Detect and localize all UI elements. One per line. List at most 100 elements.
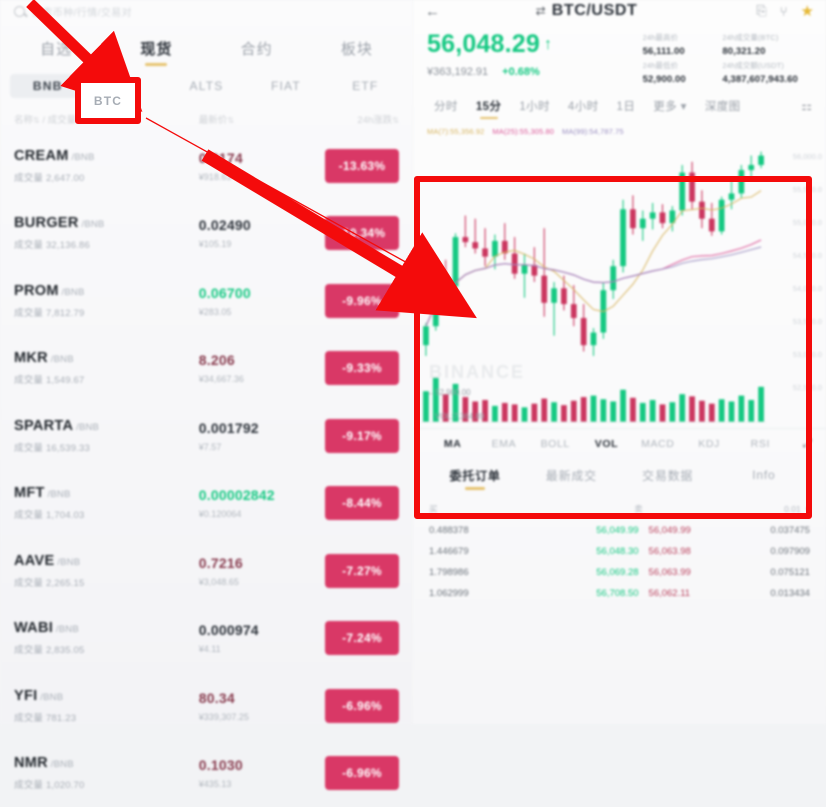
ma7-legend: MA(7):55,356.92 [427, 127, 484, 136]
indicator-macd[interactable]: MACD [632, 438, 683, 450]
status-badge[interactable]: -9.96% [325, 284, 399, 318]
back-icon[interactable]: ← [425, 3, 455, 20]
timeframe-1日[interactable]: 1日 [608, 98, 645, 114]
coin-fiat-price: ¥339,307.25 [199, 712, 315, 722]
tab-最新成交[interactable]: 最新成交 [523, 467, 619, 484]
coin-fiat-price: ¥4.11 [199, 644, 315, 654]
ask-amount: 0.013434 [719, 588, 810, 599]
chip-fiat[interactable]: FIAT [248, 74, 323, 98]
status-badge[interactable]: -13.63% [325, 149, 399, 183]
status-badge[interactable]: -9.33% [325, 351, 399, 385]
indicator-ema[interactable]: EMA [478, 438, 529, 450]
sort-header-row: 名称⇅ / 成交量⇅ 最新价⇅ 24h涨跌⇅ [0, 106, 413, 132]
stat-label-vol: 24h成交量(BTC) [722, 32, 812, 43]
coin-quote: /BNB [45, 489, 71, 500]
star-icon[interactable]: ★ [801, 2, 814, 20]
chart-icon[interactable]: ⑂ [780, 4, 788, 19]
chip-btc[interactable]: BTC [89, 74, 164, 98]
status-badge[interactable]: -10.34% [325, 216, 399, 250]
indicator-ma[interactable]: MA [427, 438, 478, 450]
status-badge[interactable]: -9.17% [325, 419, 399, 453]
search-icon [14, 6, 25, 17]
tab-委托订单[interactable]: 委托订单 [427, 467, 523, 484]
coin-volume: 成交量 7,812.79 [14, 305, 199, 319]
indicator-boll[interactable]: BOLL [530, 438, 581, 450]
timeframe-15分[interactable]: 15分 [467, 98, 511, 114]
share-icon[interactable]: ⎘ [756, 3, 766, 19]
coin-volume: 成交量 16,539.33 [14, 440, 199, 454]
tab-自选[interactable]: 自选 [6, 38, 106, 66]
chip-etf[interactable]: ETF [328, 74, 403, 98]
indicator-rsi[interactable]: RSI [735, 438, 786, 450]
coin-fiat-price: ¥3,048.65 [199, 577, 315, 587]
coin-price: 0.00002842 [199, 487, 315, 503]
price-summary: 56,048.29 ↑ ¥363,192.91 +0.68% 24h最高价 24… [413, 22, 826, 91]
status-badge[interactable]: -6.96% [325, 756, 399, 790]
timeframe-1小时[interactable]: 1小时 [510, 98, 559, 114]
tab-合约[interactable]: 合约 [207, 38, 307, 66]
kline-chart[interactable]: BINANCE ←52,900.00 VOL:7,364.89 56,000.0… [413, 140, 826, 428]
chip-bnb[interactable]: BNB [10, 74, 85, 98]
coin-symbol: AAVE /BNB [14, 553, 199, 569]
coin-quote: /BNB [73, 422, 99, 433]
indicator-tabs: MA EMA BOLL VOL MACD KDJ RSI ⤢ [413, 428, 826, 458]
coin-quote: /BNB [37, 692, 63, 703]
chart-settings-icon[interactable]: ⚏ [801, 99, 814, 113]
bid-price: 56,048.30 [559, 546, 639, 557]
status-badge[interactable]: -6.96% [325, 689, 399, 723]
coin-volume: 成交量 2,265.15 [14, 575, 199, 589]
pair-title: BTC/USDT [552, 2, 638, 20]
timeframe-depth[interactable]: 深度图 [696, 98, 750, 114]
sort-name-volume[interactable]: 名称⇅ / 成交量⇅ [14, 112, 199, 126]
stat-label-amount: 24h成交额(USDT) [722, 60, 812, 71]
orderbook-precision[interactable]: 0.01 ▾ [719, 504, 810, 515]
timeframe-分时[interactable]: 分时 [425, 98, 467, 114]
timeframe-4小时[interactable]: 4小时 [559, 98, 608, 114]
tab-板块[interactable]: 板块 [307, 38, 407, 66]
coin-quote: /BNB [53, 624, 79, 635]
detail-header: ← ⇄ BTC/USDT ⎘ ⑂ ★ [413, 0, 826, 22]
chip-alts[interactable]: ALTS [169, 74, 244, 98]
indicator-kdj[interactable]: KDJ [683, 438, 734, 450]
sort-change[interactable]: 24h涨跌⇅ [314, 112, 399, 126]
ma99-legend: MA(99):54,787.75 [562, 127, 624, 136]
status-badge[interactable]: -8.44% [325, 486, 399, 520]
indicator-vol[interactable]: VOL [581, 438, 632, 450]
coin-change-cell: -7.27% [314, 554, 399, 588]
coin-symbol: YFI /BNB [14, 688, 199, 704]
tab-info[interactable]: Info [716, 468, 812, 482]
coin-quote: /BNB [79, 219, 105, 230]
pair-selector[interactable]: ⇄ BTC/USDT [455, 2, 718, 20]
coin-change-cell: -8.44% [314, 486, 399, 520]
sort-price[interactable]: 最新价⇅ [199, 112, 315, 126]
switch-pair-icon[interactable]: ⇄ [536, 4, 546, 18]
coin-quote: /BNB [54, 557, 80, 568]
search-bar[interactable]: 搜索币种/行情/交易对 [0, 0, 413, 22]
tab-交易数据[interactable]: 交易数据 [620, 467, 716, 484]
timeframe-more[interactable]: 更多 ▾ [644, 98, 696, 114]
tab-现货[interactable]: 现货 [106, 38, 206, 66]
status-badge[interactable]: -7.24% [325, 621, 399, 655]
expand-icon[interactable]: ⤢ [786, 436, 812, 451]
bid-price: 56,069.28 [559, 567, 639, 578]
coin-fiat-price: ¥0.120064 [199, 509, 315, 519]
status-badge[interactable]: -7.27% [325, 554, 399, 588]
search-input[interactable]: 搜索币种/行情/交易对 [32, 4, 132, 19]
